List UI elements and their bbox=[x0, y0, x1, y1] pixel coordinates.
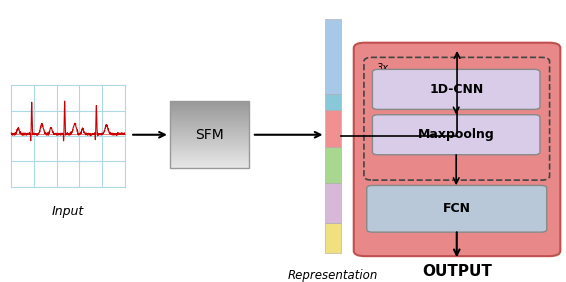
Text: 1D-CNN: 1D-CNN bbox=[429, 83, 483, 96]
Bar bbox=[170, 123, 249, 125]
Bar bbox=[325, 110, 341, 147]
Bar bbox=[170, 143, 249, 145]
Text: FCN: FCN bbox=[443, 202, 471, 215]
Bar bbox=[170, 130, 249, 131]
Bar bbox=[170, 150, 249, 151]
Bar bbox=[170, 106, 249, 108]
Bar bbox=[170, 115, 249, 116]
Bar bbox=[170, 122, 249, 123]
Bar bbox=[170, 108, 249, 110]
Bar bbox=[170, 158, 249, 160]
Bar bbox=[170, 157, 249, 158]
Bar bbox=[170, 145, 249, 146]
Text: OUTPUT: OUTPUT bbox=[422, 264, 492, 279]
Bar bbox=[170, 136, 249, 138]
Bar bbox=[170, 102, 249, 168]
Bar bbox=[170, 133, 249, 135]
Bar bbox=[170, 135, 249, 136]
Bar bbox=[170, 161, 249, 163]
Bar bbox=[170, 138, 249, 140]
Bar bbox=[170, 126, 249, 128]
Text: 3x: 3x bbox=[377, 63, 389, 73]
Text: SFM: SFM bbox=[195, 128, 224, 142]
Bar bbox=[170, 165, 249, 166]
Bar bbox=[170, 146, 249, 148]
FancyBboxPatch shape bbox=[372, 69, 540, 109]
Bar bbox=[325, 19, 341, 94]
Bar bbox=[170, 128, 249, 130]
FancyBboxPatch shape bbox=[354, 43, 560, 256]
Bar bbox=[170, 140, 249, 141]
Bar bbox=[325, 183, 341, 223]
Bar bbox=[325, 147, 341, 183]
Bar bbox=[170, 105, 249, 106]
Bar bbox=[170, 148, 249, 150]
Bar bbox=[170, 116, 249, 118]
Text: Input: Input bbox=[52, 206, 84, 219]
Bar bbox=[170, 163, 249, 165]
Bar bbox=[170, 141, 249, 143]
Bar bbox=[170, 103, 249, 105]
Text: Maxpoolng: Maxpoolng bbox=[418, 128, 495, 141]
Text: Representation: Representation bbox=[288, 270, 379, 282]
FancyBboxPatch shape bbox=[372, 115, 540, 155]
FancyBboxPatch shape bbox=[367, 186, 547, 232]
Bar bbox=[170, 153, 249, 155]
Bar bbox=[170, 102, 249, 103]
Bar bbox=[170, 111, 249, 113]
Bar bbox=[325, 223, 341, 254]
Bar bbox=[170, 155, 249, 157]
Bar bbox=[170, 131, 249, 133]
Bar bbox=[325, 94, 341, 110]
Bar bbox=[170, 110, 249, 111]
Bar bbox=[170, 160, 249, 161]
Bar bbox=[170, 113, 249, 115]
Bar bbox=[170, 120, 249, 122]
Bar bbox=[170, 151, 249, 153]
Bar bbox=[170, 118, 249, 120]
Bar bbox=[170, 125, 249, 126]
Bar bbox=[170, 166, 249, 168]
